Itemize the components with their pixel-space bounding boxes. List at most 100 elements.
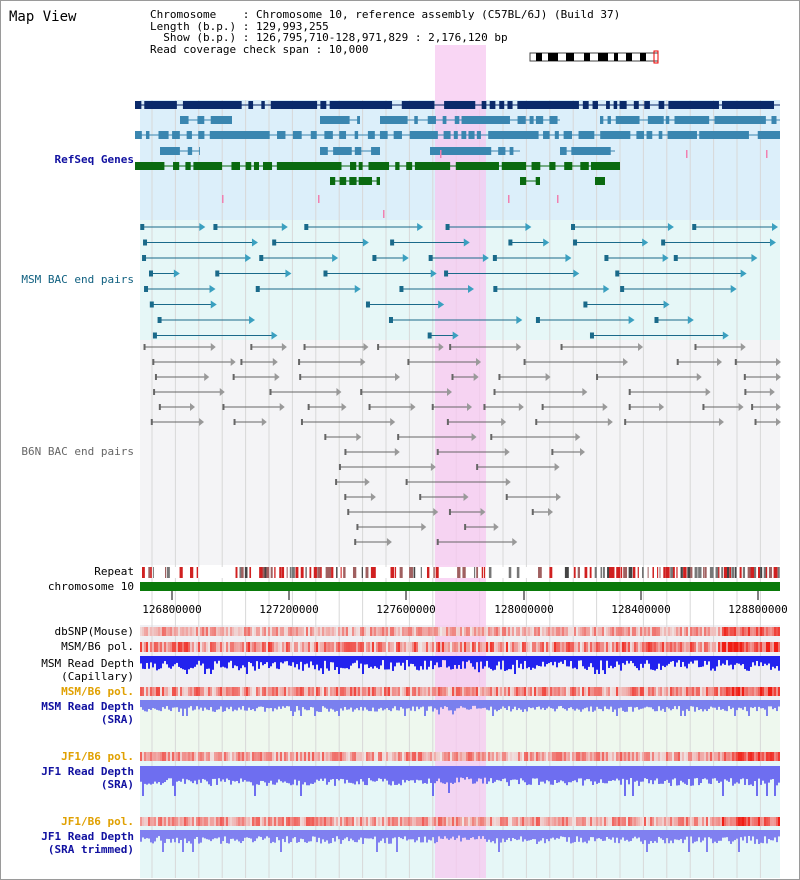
polymorphism-cell xyxy=(574,627,576,636)
polymorphism-cell xyxy=(318,687,320,696)
polymorphism-cell xyxy=(472,687,474,696)
polymorphism-cell xyxy=(574,752,576,761)
polymorphism-cell xyxy=(484,817,486,826)
depth-bar xyxy=(754,830,756,844)
depth-bar xyxy=(320,700,322,712)
gene-tick xyxy=(222,195,224,203)
polymorphism-cell xyxy=(468,817,470,826)
depth-bar xyxy=(476,656,478,663)
polymorphism-cell xyxy=(602,752,604,761)
polymorphism-cell xyxy=(744,687,746,696)
bac-end-arrow xyxy=(505,478,511,486)
polymorphism-cell xyxy=(340,817,342,826)
depth-bar xyxy=(678,766,680,786)
polymorphism-cell xyxy=(660,817,662,826)
polymorphism-cell xyxy=(514,817,516,826)
polymorphism-cell xyxy=(596,752,598,761)
polymorphism-cell xyxy=(332,817,334,826)
depth-bar xyxy=(386,656,388,670)
polymorphism-cell xyxy=(272,817,274,826)
repeat-block xyxy=(328,567,332,578)
gene-exon xyxy=(393,131,402,139)
polymorphism-cell xyxy=(512,687,514,696)
polymorphism-cell xyxy=(260,642,262,652)
polymorphism-cell xyxy=(422,687,424,696)
track-label-b6n-bac[interactable]: B6N BAC end pairs xyxy=(21,445,134,458)
depth-bar xyxy=(224,656,226,668)
polymorphism-cell xyxy=(460,642,462,652)
polymorphism-cell xyxy=(582,642,584,652)
depth-bar xyxy=(774,766,776,796)
polymorphism-cell xyxy=(612,687,614,696)
bac-end-arrow xyxy=(356,433,362,441)
depth-bar xyxy=(622,766,624,779)
track-label-jf1-depth-trim-sub: (SRA trimmed) xyxy=(47,843,134,856)
depth-bar xyxy=(184,656,186,670)
polymorphism-cell xyxy=(140,687,142,696)
polymorphism-cell xyxy=(414,752,416,761)
depth-bar xyxy=(602,830,604,841)
polymorphism-cell xyxy=(514,642,516,652)
depth-bar xyxy=(536,830,538,844)
depth-bar xyxy=(222,766,224,780)
polymorphism-cell xyxy=(146,642,148,652)
polymorphism-cell xyxy=(688,627,690,636)
depth-bar xyxy=(318,766,320,781)
polymorphism-cell xyxy=(624,687,626,696)
polymorphism-cell xyxy=(268,687,270,696)
polymorphism-cell xyxy=(536,687,538,696)
depth-bar xyxy=(348,830,350,842)
polymorphism-cell xyxy=(330,687,332,696)
depth-bar xyxy=(670,830,672,841)
polymorphism-cell xyxy=(378,627,380,636)
depth-bar xyxy=(614,766,616,781)
polymorphism-cell xyxy=(308,817,310,826)
polymorphism-cell xyxy=(428,687,430,696)
depth-bar xyxy=(756,700,758,712)
polymorphism-cell xyxy=(196,752,198,761)
polymorphism-cell xyxy=(660,627,662,636)
polymorphism-cell xyxy=(248,687,250,696)
depth-bar xyxy=(598,700,600,709)
polymorphism-cell xyxy=(502,687,504,696)
depth-bar xyxy=(384,766,386,779)
depth-bar xyxy=(490,830,492,843)
depth-bar xyxy=(710,830,712,839)
polymorphism-cell xyxy=(494,627,496,636)
depth-bar xyxy=(420,766,422,781)
polymorphism-cell xyxy=(714,627,716,636)
depth-bar xyxy=(558,656,560,663)
polymorphism-cell xyxy=(720,642,722,652)
depth-bar xyxy=(470,656,472,664)
depth-bar xyxy=(688,766,690,780)
polymorphism-cell xyxy=(270,687,272,696)
track-label-msm-bac[interactable]: MSM BAC end pairs xyxy=(21,273,134,286)
polymorphism-cell xyxy=(504,627,506,636)
polymorphism-cell xyxy=(754,687,756,696)
gene-exon xyxy=(699,131,749,139)
depth-bar xyxy=(724,700,726,711)
polymorphism-cell xyxy=(320,627,322,636)
polymorphism-cell xyxy=(430,627,432,636)
depth-bar xyxy=(704,700,706,710)
gene-exon xyxy=(578,131,595,139)
polymorphism-cell xyxy=(692,817,694,826)
polymorphism-cell xyxy=(370,627,372,636)
depth-bar xyxy=(708,830,710,838)
depth-bar xyxy=(528,656,530,668)
polymorphism-cell xyxy=(424,817,426,826)
polymorphism-cell xyxy=(554,687,556,696)
depth-bar xyxy=(686,700,688,710)
polymorphism-cell xyxy=(476,627,478,636)
depth-bar xyxy=(600,700,602,710)
polymorphism-cell xyxy=(624,817,626,826)
track-label-refseq[interactable]: RefSeq Genes xyxy=(54,153,134,166)
bac-end-arrow xyxy=(667,223,674,231)
polymorphism-cell xyxy=(336,817,338,826)
polymorphism-cell xyxy=(428,817,430,826)
polymorphism-cell xyxy=(512,817,514,826)
depth-bar xyxy=(602,700,604,712)
polymorphism-cell xyxy=(176,627,178,636)
depth-bar xyxy=(514,766,516,780)
